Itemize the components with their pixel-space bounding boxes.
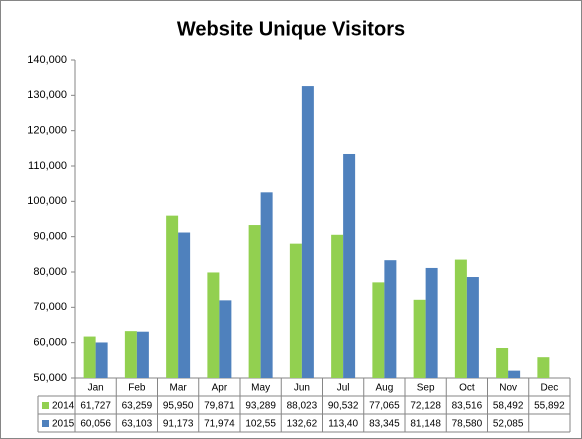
x-tick-label: Jul — [337, 383, 350, 394]
bar — [466, 277, 479, 378]
table-cell: 61,727 — [80, 401, 111, 412]
table-cell: 63,259 — [122, 401, 153, 412]
table-cell: 90,532 — [328, 401, 359, 412]
x-tick-label: Dec — [540, 383, 558, 394]
y-tick-label: 80,000 — [33, 266, 67, 278]
y-tick-label: 110,000 — [28, 160, 67, 172]
bar — [384, 260, 397, 378]
table-cell: 102,55 — [245, 419, 276, 430]
chart-title: Website Unique Visitors — [177, 18, 405, 40]
bar — [508, 370, 521, 378]
x-tick-label: Aug — [375, 383, 393, 394]
table-cell: 81,148 — [410, 419, 441, 430]
bar — [178, 232, 191, 378]
bar — [166, 215, 179, 378]
x-tick-label: Jan — [88, 383, 104, 394]
x-tick-label: Sep — [417, 383, 435, 394]
y-tick-label: 140,000 — [27, 54, 67, 66]
table-cell: 60,056 — [80, 419, 111, 430]
bar — [537, 357, 550, 378]
bar — [301, 86, 314, 379]
bar — [331, 234, 344, 378]
y-tick-label: 130,000 — [27, 89, 67, 101]
table-cell: 77,065 — [369, 401, 400, 412]
table-cell: 58,492 — [493, 401, 524, 412]
x-tick-label: Jun — [294, 383, 310, 394]
table-cell: 71,974 — [204, 419, 235, 430]
bar — [207, 272, 220, 378]
legend-label: 2015 — [52, 419, 75, 430]
table-cell: 72,128 — [410, 401, 441, 412]
x-tick-label: Feb — [128, 383, 146, 394]
bar — [95, 342, 108, 378]
y-tick-label: 90,000 — [33, 231, 67, 243]
x-tick-label: Nov — [499, 383, 517, 394]
table-cell: 91,173 — [163, 419, 194, 430]
x-tick-label: May — [251, 383, 270, 394]
bar — [248, 225, 261, 378]
table-cell: 83,516 — [452, 401, 483, 412]
table-cell: 93,289 — [245, 401, 276, 412]
bar — [372, 282, 385, 378]
y-tick-label: 120,000 — [27, 125, 67, 137]
table-cell: 78,580 — [452, 419, 483, 430]
table-cell: 88,023 — [287, 401, 318, 412]
bar — [260, 192, 273, 378]
bar — [343, 153, 356, 378]
bar — [454, 259, 467, 378]
x-tick-label: Apr — [212, 383, 228, 394]
bar — [124, 331, 137, 378]
x-tick-label: Mar — [170, 383, 188, 394]
table-cell: 55,892 — [534, 401, 565, 412]
bar — [83, 336, 96, 378]
x-tick-label: Oct — [459, 383, 475, 394]
y-tick-label: 100,000 — [27, 195, 67, 207]
y-tick-label: 50,000 — [33, 372, 67, 384]
bar — [219, 300, 232, 378]
y-tick-label: 70,000 — [33, 301, 67, 313]
legend-label: 2014 — [52, 401, 75, 412]
y-tick-label: 60,000 — [33, 337, 67, 349]
table-cell: 52,085 — [493, 419, 524, 430]
table-cell: 79,871 — [204, 401, 235, 412]
table-cell: 63,103 — [122, 419, 153, 430]
bar — [136, 331, 149, 378]
legend-key — [42, 420, 49, 427]
bar — [289, 243, 302, 378]
bar — [425, 267, 438, 378]
bar — [413, 299, 426, 378]
table-cell: 113,40 — [328, 419, 358, 430]
legend-key — [42, 402, 49, 409]
bar — [496, 347, 509, 378]
table-cell: 83,345 — [369, 419, 400, 430]
table-cell: 132,62 — [287, 419, 318, 430]
table-cell: 95,950 — [163, 401, 194, 412]
